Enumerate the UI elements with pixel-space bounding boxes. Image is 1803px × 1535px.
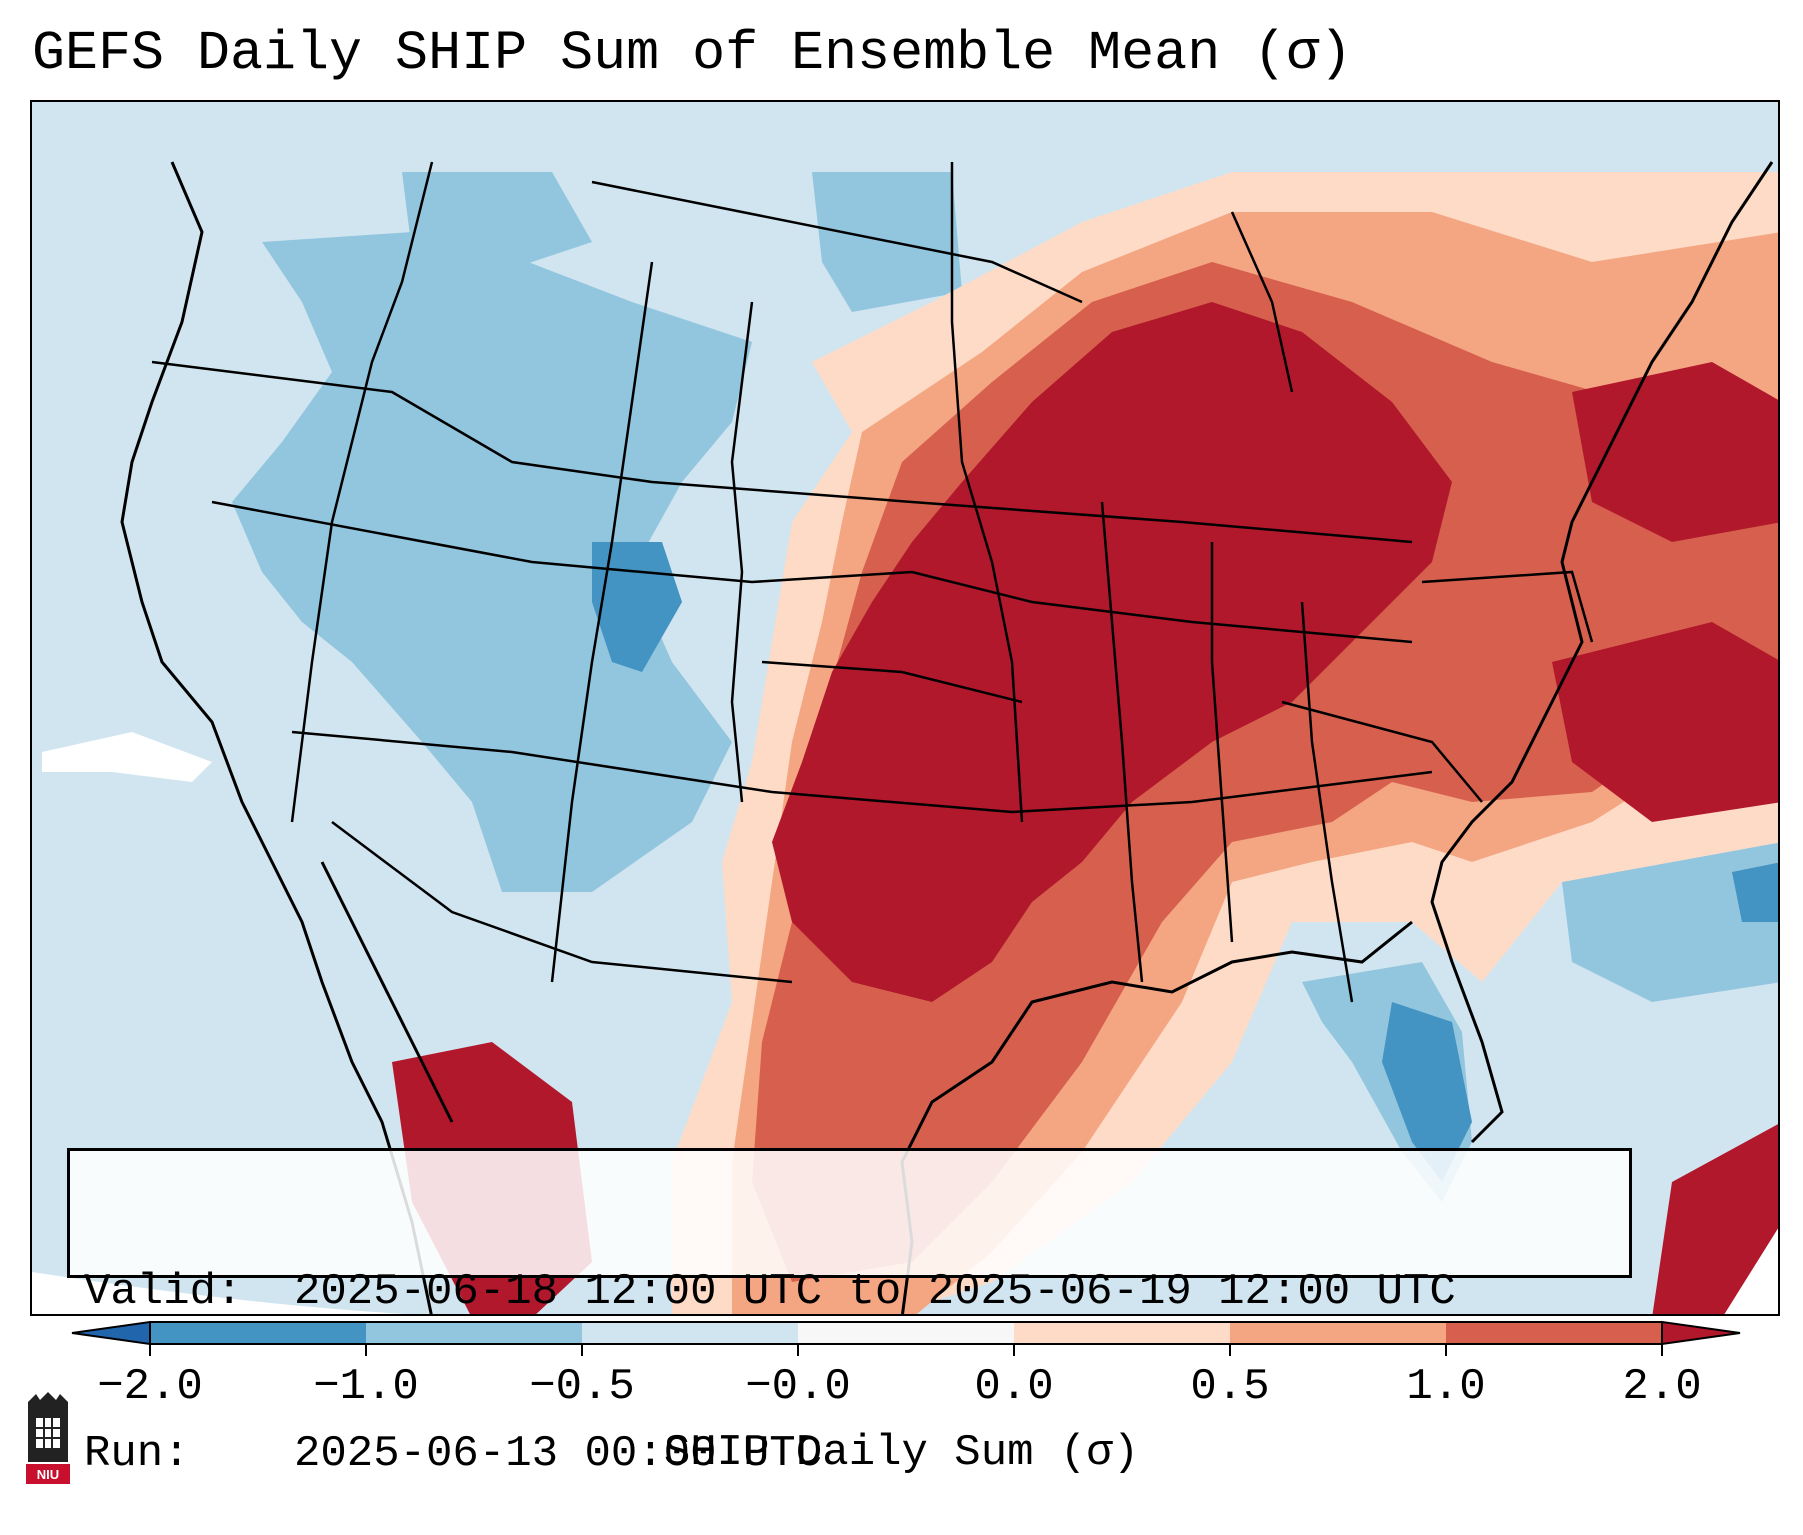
svg-text:NIU: NIU — [37, 1467, 59, 1482]
run-row: Run: 2025-06-13 00:00 UTC — [84, 1427, 1629, 1481]
missing-data-gap — [42, 732, 212, 782]
colorbar-tick-label: 1.0 — [1406, 1362, 1486, 1412]
run-value: 2025-06-13 00:00 UTC — [294, 1429, 823, 1479]
run-info-box: Valid: 2025-06-18 12:00 UTC to 2025-06-19… — [67, 1148, 1632, 1479]
colorbar-tick-label: 0.0 — [974, 1362, 1054, 1412]
state-borders — [151, 161, 1594, 1003]
colorbar-segment-4 — [1014, 1322, 1230, 1344]
map-panel[interactable] — [30, 100, 1780, 1316]
colorbar-label: SHIP Daily Sum (σ) — [663, 1428, 1140, 1478]
colorbar-segment-3 — [798, 1322, 1014, 1344]
colorbar-segment-2 — [582, 1322, 798, 1344]
strong-blue-atlantic — [1732, 862, 1778, 922]
colorbar-segment-0 — [150, 1322, 366, 1344]
projection-corner-right — [1724, 1228, 1778, 1314]
colorbar-outline — [149, 1321, 1663, 1345]
dark-red-atlantic — [1552, 622, 1778, 822]
colorbar-max-extension — [1661, 1320, 1741, 1346]
projection-corner-left — [32, 1272, 406, 1314]
colorbar-tick-label: 2.0 — [1622, 1362, 1702, 1412]
blue-anomaly-atlantic — [1562, 842, 1778, 1002]
colorbar-tick-label: 0.5 — [1190, 1362, 1270, 1412]
colorbar-ticks — [149, 1344, 1663, 1356]
colorbar-tick-label: −2.0 — [97, 1362, 203, 1412]
anomaly-map — [32, 102, 1778, 1314]
blue-anomaly-montana — [402, 172, 592, 272]
colorbar-segment-5 — [1230, 1322, 1446, 1344]
colorbar-tick-label: −0.5 — [529, 1362, 635, 1412]
colorbar-segment-1 — [366, 1322, 582, 1344]
page-title: GEFS Daily SHIP Sum of Ensemble Mean (σ) — [32, 22, 1353, 85]
dark-red-caribbean — [1652, 1124, 1778, 1314]
dark-red-newengland — [1572, 362, 1778, 542]
colorbar-min-extension — [71, 1320, 151, 1346]
coastlines — [120, 161, 1774, 1314]
strong-blue-florida — [1382, 1002, 1472, 1182]
colorbar-tick-label: −0.0 — [745, 1362, 851, 1412]
colorbar-segment-6 — [1446, 1322, 1662, 1344]
dark-red-core — [772, 302, 1452, 1002]
valid-label: Valid: — [84, 1267, 243, 1317]
valid-row: Valid: 2025-06-18 12:00 UTC to 2025-06-19… — [84, 1265, 1629, 1319]
run-label: Run: — [84, 1429, 190, 1479]
valid-value: 2025-06-18 12:00 UTC to 2025-06-19 12:00… — [294, 1267, 1456, 1317]
niu-logo-icon: NIU — [26, 1392, 70, 1484]
colorbar-tick-label: −1.0 — [313, 1362, 419, 1412]
colorbar — [71, 1320, 1741, 1356]
